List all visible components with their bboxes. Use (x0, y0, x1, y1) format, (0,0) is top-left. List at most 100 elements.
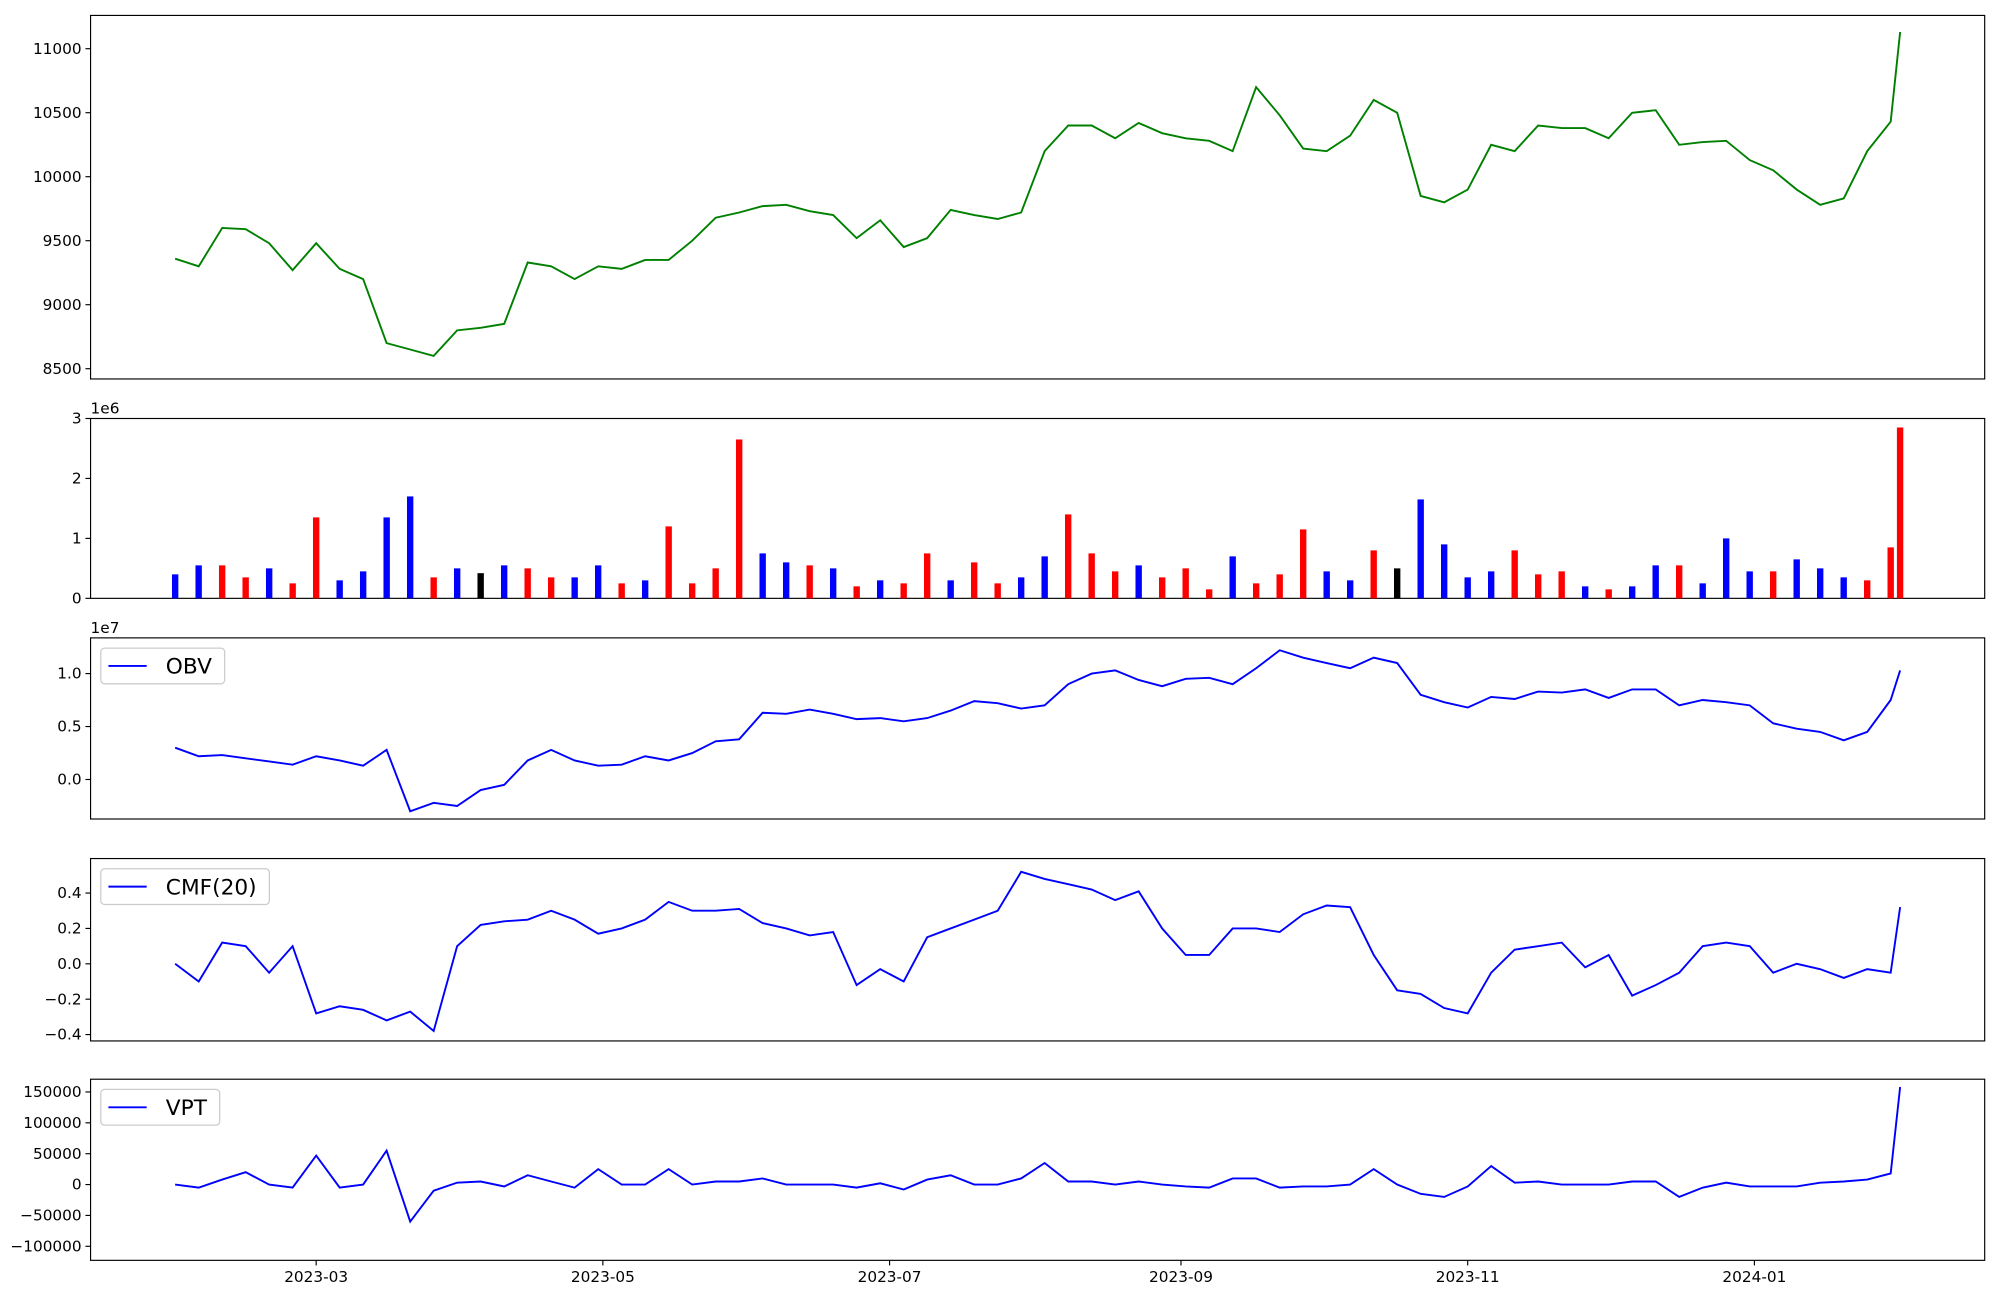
y-tick-label: 10000 (33, 168, 82, 186)
plot-frame (89, 637, 1986, 820)
volume-bar (923, 553, 931, 599)
volume-bar (876, 580, 884, 599)
y-tick-label: −0.4 (44, 1026, 81, 1044)
y-tick-label: 0.0 (57, 771, 81, 789)
y-tick-label: 8500 (43, 360, 82, 378)
y-offset-label: 1e7 (91, 619, 120, 637)
volume-bar (359, 571, 367, 599)
volume-bar (1182, 568, 1189, 599)
legend-box (100, 868, 271, 906)
volume-bar (1793, 559, 1800, 599)
volume-bar (547, 577, 555, 599)
y-tick-label: −0.2 (44, 990, 81, 1008)
y-tick-label: 0.0 (57, 955, 81, 973)
volume-bar (1276, 574, 1283, 599)
volume-bar (1864, 580, 1871, 599)
y-tick-label: 150000 (23, 1083, 81, 1101)
x-tick-label: 2023-07 (858, 1268, 922, 1286)
y-tick-label: 11000 (33, 40, 82, 58)
volume-bar (1370, 550, 1377, 599)
y-tick-label: 100000 (23, 1114, 81, 1132)
line-series (174, 31, 1902, 357)
volume-bar (712, 568, 719, 599)
volume-bar (1252, 583, 1260, 599)
volume-bar (900, 583, 907, 599)
volume-bar (336, 580, 343, 599)
volume-bar (1628, 586, 1636, 599)
volume-bar (1111, 571, 1119, 599)
legend-label: VPT (166, 1096, 208, 1121)
volume-bar (1770, 571, 1777, 599)
volume-bar (994, 583, 1001, 599)
volume-bar (1017, 577, 1025, 599)
volume-bar (1323, 571, 1330, 599)
x-tick-label: 2023-11 (1436, 1268, 1500, 1286)
volume-bar (641, 580, 649, 599)
volume-bar (1511, 550, 1518, 599)
line-series (174, 649, 1902, 813)
x-tick-label: 2023-03 (284, 1268, 348, 1286)
volume-bar (195, 565, 202, 599)
volume-bar (1817, 568, 1824, 599)
volume-bar (1158, 577, 1166, 599)
volume-bar (618, 583, 625, 599)
volume-bar (171, 574, 179, 599)
volume-bar (1581, 586, 1589, 599)
line-series (175, 1086, 1902, 1224)
volume-bar (218, 565, 226, 599)
volume-bar (1299, 529, 1307, 599)
y-tick-label: 0 (72, 1176, 82, 1194)
y-tick-label: 0.2 (57, 920, 81, 938)
volume-bar (1652, 565, 1659, 599)
y-tick-label: 9500 (43, 232, 82, 250)
volume-bar (1675, 565, 1683, 599)
plot-frame (89, 14, 1986, 380)
volume-bar (1346, 580, 1354, 599)
volume-bar (688, 583, 696, 599)
volume-bar (477, 573, 484, 599)
volume-bar (735, 439, 743, 599)
volume-bar (1896, 427, 1904, 599)
y-tick-label: 9000 (43, 296, 82, 314)
volume-bar (312, 517, 320, 599)
x-tick-label: 2024-01 (1722, 1268, 1786, 1286)
legend-box (100, 647, 226, 685)
volume-bar (406, 496, 414, 599)
legend-label: OBV (166, 655, 212, 680)
volume-bar (289, 583, 296, 599)
y-tick-label: 10500 (33, 104, 82, 122)
y-tick-label: 50000 (33, 1145, 82, 1163)
volume-bar (782, 562, 790, 599)
volume-bar (1417, 499, 1424, 599)
legend-box (100, 1088, 221, 1126)
volume-bar (806, 565, 813, 599)
volume-bar (1887, 547, 1894, 599)
volume-bar (524, 568, 531, 599)
volume-bar (853, 586, 860, 599)
volume-bar (1746, 571, 1753, 599)
x-tick-label: 2023-09 (1149, 1268, 1213, 1286)
y-tick-label: 1.0 (57, 665, 81, 683)
y-tick-label: 3 (72, 410, 82, 428)
volume-bar (970, 562, 978, 599)
y-tick-label: 1 (72, 529, 82, 547)
volume-bar (1393, 568, 1401, 599)
y-tick-label: 2 (72, 470, 82, 488)
volume-bar (1205, 589, 1213, 599)
volume-bar (571, 577, 578, 599)
y-tick-label: 0.5 (57, 718, 81, 736)
plot-frame (89, 417, 1986, 599)
line-series (174, 870, 1902, 1033)
volume-bar (430, 577, 437, 599)
volume-bar (1840, 577, 1847, 599)
volume-bar (829, 568, 837, 599)
y-tick-label: 0 (72, 589, 82, 607)
volume-bar (242, 577, 249, 599)
legend-label: CMF(20) (166, 875, 257, 900)
volume-bar (1723, 538, 1730, 599)
volume-bar (1135, 565, 1142, 599)
volume-bar (594, 565, 602, 599)
volume-bar (1699, 583, 1706, 599)
y-offset-label: 1e6 (91, 399, 120, 417)
